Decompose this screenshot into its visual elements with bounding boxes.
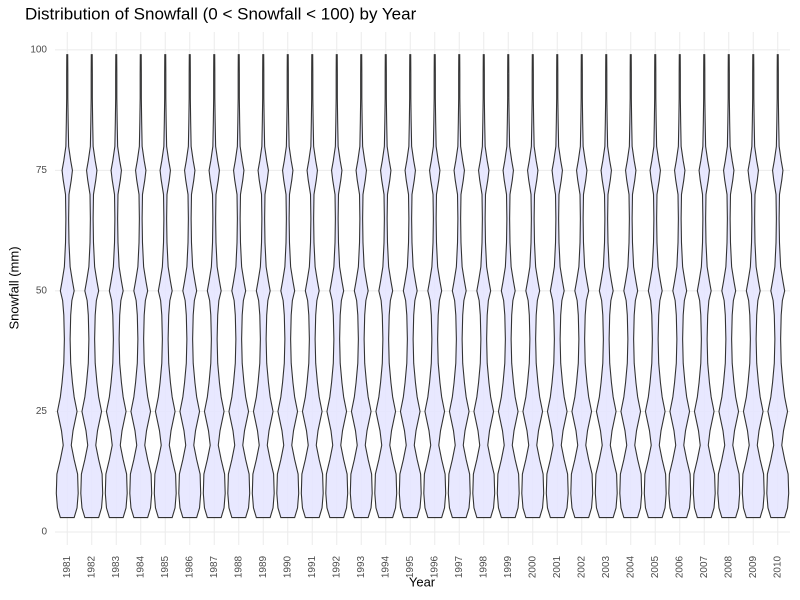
violin xyxy=(717,54,741,519)
x-tick-label: 1995 xyxy=(405,555,416,578)
violin xyxy=(178,54,202,519)
x-tick-label: 1992 xyxy=(331,555,342,578)
x-tick-label: 1994 xyxy=(380,555,391,578)
x-tick-label: 2007 xyxy=(699,555,710,578)
violin xyxy=(398,54,422,519)
violin xyxy=(521,54,545,519)
violin xyxy=(692,54,716,519)
x-tick-label: 1999 xyxy=(503,555,514,578)
x-tick-label: 2005 xyxy=(650,555,661,578)
x-tick-label: 2003 xyxy=(601,555,612,578)
y-tick-label: 0 xyxy=(41,527,47,538)
violin xyxy=(55,54,79,519)
x-tick-label: 1986 xyxy=(184,555,195,578)
x-tick-label: 2002 xyxy=(576,555,587,578)
violin xyxy=(472,54,496,519)
violin xyxy=(643,54,667,519)
x-tick-label: 2006 xyxy=(674,555,685,578)
violin xyxy=(300,54,324,519)
x-tick-label: 1997 xyxy=(454,555,465,578)
violin xyxy=(80,54,104,519)
violin xyxy=(129,54,153,519)
violin xyxy=(276,54,300,519)
violin xyxy=(766,54,790,519)
x-tick-label: 1987 xyxy=(209,555,220,578)
x-tick-label: 1998 xyxy=(478,555,489,578)
violin xyxy=(423,54,447,519)
violin xyxy=(349,54,373,519)
violin xyxy=(594,54,618,519)
x-tick-label: 2001 xyxy=(552,555,563,578)
x-axis-title: Year xyxy=(409,574,436,589)
x-tick-label: 1990 xyxy=(282,555,293,578)
y-tick-label: 25 xyxy=(36,406,48,417)
x-tick-label: 2008 xyxy=(723,555,734,578)
y-tick-label: 75 xyxy=(36,165,48,176)
violin xyxy=(619,54,643,519)
violin xyxy=(447,54,471,519)
chart-title: Distribution of Snowfall (0 < Snowfall <… xyxy=(25,4,417,23)
x-tick-label: 1989 xyxy=(258,555,269,578)
x-tick-label: 1993 xyxy=(356,555,367,578)
x-tick-label: 1984 xyxy=(135,555,146,578)
x-tick-label: 2009 xyxy=(748,555,759,578)
x-tick-label: 1988 xyxy=(233,555,244,578)
violin xyxy=(545,54,569,519)
x-tick-label: 2000 xyxy=(527,555,538,578)
violin xyxy=(741,54,765,519)
violin xyxy=(104,54,128,519)
x-tick-label: 1985 xyxy=(160,555,171,578)
violin xyxy=(251,54,275,519)
violin xyxy=(153,54,177,519)
violin xyxy=(325,54,349,519)
x-tick-label: 1991 xyxy=(307,555,318,578)
violin xyxy=(227,54,251,519)
y-axis-title: Snowfall (mm) xyxy=(6,246,21,329)
y-tick-label: 50 xyxy=(36,286,48,297)
x-tick-label: 1996 xyxy=(429,555,440,578)
violin xyxy=(668,54,692,519)
x-tick-label: 1983 xyxy=(111,555,122,578)
x-tick-label: 2010 xyxy=(772,555,783,578)
violin xyxy=(202,54,226,519)
violin xyxy=(570,54,594,519)
x-tick-label: 1982 xyxy=(86,555,97,578)
x-tick-label: 2004 xyxy=(625,555,636,578)
violin xyxy=(496,54,520,519)
x-tick-label: 1981 xyxy=(62,555,73,578)
violin xyxy=(374,54,398,519)
y-tick-label: 100 xyxy=(30,44,47,55)
